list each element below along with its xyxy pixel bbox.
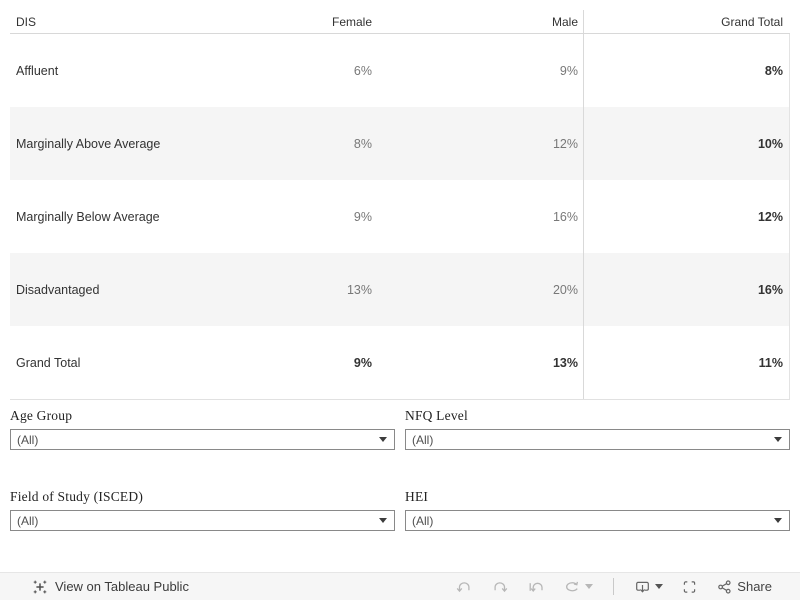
- filter-value: (All): [412, 432, 434, 447]
- row-label[interactable]: Grand Total: [16, 355, 81, 370]
- chevron-down-icon: [655, 584, 664, 589]
- cell-female[interactable]: 13%: [346, 282, 372, 297]
- table-row-grand-total: Grand Total 9% 13% 11%: [10, 326, 790, 400]
- reset-icon: [527, 579, 545, 595]
- tableau-toolbar: View on Tableau Public: [0, 572, 800, 600]
- filter-dropdown-nfq-level[interactable]: (All): [405, 429, 790, 450]
- filter-label: Age Group: [10, 408, 73, 423]
- download-icon: [634, 579, 651, 595]
- view-on-tableau-public-link[interactable]: View on Tableau Public: [0, 579, 189, 595]
- filter-dropdown-age-group[interactable]: (All): [10, 429, 395, 450]
- table-header-row: DIS Female Male Grand Total: [10, 10, 790, 34]
- cell-grand-total[interactable]: 10%: [583, 107, 790, 180]
- chevron-down-icon: [379, 437, 387, 442]
- cell-male[interactable]: 13%: [552, 355, 578, 370]
- share-button[interactable]: Share: [716, 579, 772, 595]
- cell-female[interactable]: 6%: [353, 63, 372, 78]
- cell-female[interactable]: 8%: [353, 136, 372, 151]
- chevron-down-icon: [774, 437, 782, 442]
- cell-male[interactable]: 20%: [552, 282, 578, 297]
- cell-female[interactable]: 9%: [353, 355, 372, 370]
- fullscreen-button[interactable]: [681, 579, 698, 595]
- row-label[interactable]: Disadvantaged: [16, 282, 100, 297]
- filter-value: (All): [412, 513, 434, 528]
- filter-age-group: Age Group (All): [10, 408, 395, 450]
- reset-button[interactable]: [527, 579, 545, 595]
- filter-value: (All): [17, 432, 39, 447]
- share-icon: [716, 579, 733, 595]
- chevron-down-icon: [585, 584, 594, 589]
- share-label: Share: [737, 579, 772, 594]
- cell-male[interactable]: 16%: [552, 209, 578, 224]
- col-header-grand-total[interactable]: Grand Total: [583, 10, 790, 33]
- filter-dropdown-hei[interactable]: (All): [405, 510, 790, 531]
- cell-male[interactable]: 12%: [552, 136, 578, 151]
- chevron-down-icon: [774, 518, 782, 523]
- cell-female[interactable]: 9%: [353, 209, 372, 224]
- cell-male[interactable]: 9%: [559, 63, 578, 78]
- undo-button[interactable]: [455, 579, 473, 595]
- row-label[interactable]: Affluent: [16, 63, 59, 78]
- chevron-down-icon: [379, 518, 387, 523]
- cell-grand-total[interactable]: 11%: [583, 326, 790, 399]
- view-on-tableau-public-label: View on Tableau Public: [55, 579, 189, 594]
- table-row: Marginally Above Average 8% 12% 10%: [10, 107, 790, 180]
- filter-label: NFQ Level: [405, 408, 468, 423]
- toolbar-divider: [613, 578, 615, 595]
- table-row: Marginally Below Average 9% 16% 12%: [10, 180, 790, 253]
- filter-label: Field of Study (ISCED): [10, 489, 144, 504]
- cell-grand-total[interactable]: 16%: [583, 253, 790, 326]
- fullscreen-icon: [681, 579, 698, 595]
- cell-grand-total[interactable]: 8%: [583, 34, 790, 107]
- table-row: Affluent 6% 9% 8%: [10, 34, 790, 107]
- filter-dropdown-field-of-study[interactable]: (All): [10, 510, 395, 531]
- filter-field-of-study: Field of Study (ISCED) (All): [10, 489, 395, 531]
- col-header-female[interactable]: Female: [331, 14, 372, 29]
- redo-icon: [491, 579, 509, 595]
- col-header-dis[interactable]: DIS: [16, 14, 37, 29]
- tableau-logo-icon: [32, 579, 48, 595]
- dis-gender-table: DIS Female Male Grand Total Affluent 6% …: [10, 10, 790, 400]
- filter-value: (All): [17, 513, 39, 528]
- filter-label: HEI: [405, 489, 429, 504]
- row-label[interactable]: Marginally Below Average: [16, 209, 160, 224]
- cell-grand-total[interactable]: 12%: [583, 180, 790, 253]
- redo-button[interactable]: [491, 579, 509, 595]
- row-label[interactable]: Marginally Above Average: [16, 136, 161, 151]
- table-row: Disadvantaged 13% 20% 16%: [10, 253, 790, 326]
- refresh-icon: [563, 579, 581, 595]
- download-button[interactable]: [634, 579, 664, 595]
- col-header-male[interactable]: Male: [551, 14, 578, 29]
- filter-nfq-level: NFQ Level (All): [405, 408, 790, 450]
- undo-icon: [455, 579, 473, 595]
- filter-hei: HEI (All): [405, 489, 790, 531]
- toolbar-actions: Share: [455, 578, 800, 595]
- refresh-button[interactable]: [563, 579, 594, 595]
